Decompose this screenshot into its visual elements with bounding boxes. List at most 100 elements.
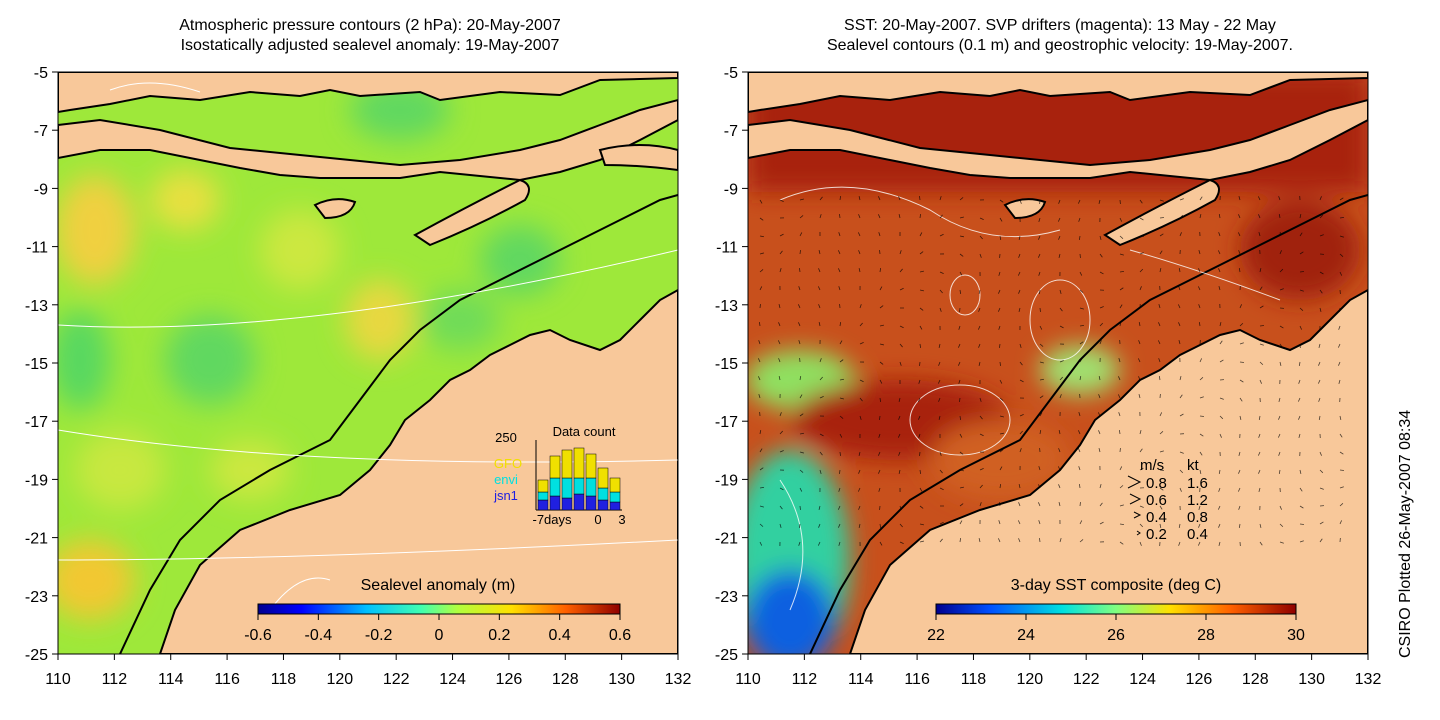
data-count-bar: [585, 495, 597, 511]
x-tick-label: 122: [383, 671, 410, 688]
data-count-bar: [609, 491, 621, 503]
data-count-x-start: -7days: [532, 512, 572, 527]
right-title-line1: SST: 20-May-2007. SVP drifters (magenta)…: [844, 17, 1276, 34]
data-count-bar: [561, 449, 573, 479]
x-tick-label: 124: [1129, 671, 1156, 688]
legend-ms-1: 0.8: [1146, 475, 1167, 492]
legend-gfo: GFO: [494, 456, 522, 471]
left-y-axis: -5 -7 -9 -11 -13 -15 -17 -19 -21 -23 -25: [25, 65, 58, 664]
colorbar-tick-label: 0.4: [549, 627, 571, 644]
colorbar-tick-label: -0.4: [305, 627, 333, 644]
x-tick-label: 132: [665, 671, 692, 688]
data-count-bar: [573, 447, 585, 479]
colorbar-tick-label: 26: [1107, 627, 1125, 644]
australia-land: [158, 288, 678, 654]
sst-map: -5 -7 -9 -11 -13 -15 -17 -19 -21 -23 -25 110 112 114…: [715, 65, 1382, 688]
data-count-bar: [537, 491, 549, 501]
y-tick-label: -15: [715, 356, 738, 373]
x-tick-label: 110: [45, 671, 71, 688]
left-title-line2: Isostatically adjusted sealevel anomaly:…: [180, 37, 560, 54]
sla-colorbar-ticks: -0.6 -0.4 -0.2 0 0.2 0.4 0.6: [244, 614, 631, 644]
y-tick-label: -17: [25, 414, 48, 431]
colorbar-tick-label: 22: [927, 627, 945, 644]
data-count-bar: [573, 493, 585, 511]
x-tick-label: 114: [158, 671, 184, 688]
legend-kt-3: 0.8: [1187, 509, 1208, 526]
credit-label: CSIRO Plotted 26-May-2007 08:34: [1397, 410, 1414, 658]
credit-text: CSIRO Plotted 26-May-2007 08:34: [1397, 410, 1414, 658]
data-count-bar: [609, 501, 621, 511]
x-tick-label: 128: [1242, 671, 1269, 688]
y-tick-label: -9: [724, 181, 738, 198]
x-tick-label: 110: [735, 671, 761, 688]
indonesia-islands: [58, 72, 678, 114]
velocity-legend: m/s kt 0.8 1.6 0.6 1.2 0.4 0.8 0.2 0.4: [1127, 457, 1208, 543]
data-count-bar: [609, 477, 621, 493]
y-tick-label: -13: [715, 298, 738, 315]
data-count-x-zero: 0: [594, 512, 601, 527]
sst-colorbar: [935, 603, 1297, 615]
sealevel-anomaly-map: -5 -7 -9 -11 -13 -15 -17 -19 -21 -23 -25 110 112 114…: [25, 65, 692, 688]
legend-ms-3: 0.4: [1146, 509, 1167, 526]
legend-kt-1: 1.6: [1187, 475, 1208, 492]
sla-field: [58, 72, 678, 654]
data-count-bar: [585, 477, 597, 497]
x-tick-label: 120: [1016, 671, 1043, 688]
sst-field: [748, 72, 1368, 654]
x-tick-label: 118: [271, 671, 297, 688]
y-tick-label: -21: [715, 531, 738, 548]
data-count-bar: [561, 497, 573, 511]
y-tick-label: -23: [25, 589, 48, 606]
data-count-bar: [561, 477, 573, 499]
right-title-line2: Sealevel contours (0.1 m) and geostrophi…: [826, 37, 1293, 54]
legend-envi: envi: [494, 472, 518, 487]
y-tick-label: -17: [715, 414, 738, 431]
data-count-bar: [537, 479, 549, 493]
y-tick-label: -11: [716, 240, 738, 257]
data-count-bar: [597, 499, 609, 511]
y-tick-label: -13: [25, 298, 48, 315]
data-count-max: 250: [495, 430, 517, 445]
data-count-x-end: 3: [618, 512, 625, 527]
colorbar-tick-label: -0.2: [365, 627, 393, 644]
x-tick-label: 118: [961, 671, 987, 688]
y-tick-label: -7: [724, 123, 738, 140]
x-tick-label: 116: [904, 671, 930, 688]
colorbar-tick-label: 0.6: [609, 627, 631, 644]
y-tick-label: -9: [34, 181, 48, 198]
colorbar-tick-label: 0.2: [488, 627, 510, 644]
right-y-axis: -5 -7 -9 -11 -13 -15 -17 -19 -21 -23 -25: [715, 65, 748, 664]
legend-kt-4: 0.4: [1187, 526, 1208, 543]
y-tick-label: -23: [715, 589, 738, 606]
x-tick-label: 126: [1186, 671, 1213, 688]
left-x-axis: 110 112 114 116 118 120 122 124 126 128 130 132: [45, 654, 691, 688]
x-tick-label: 114: [848, 671, 874, 688]
y-tick-label: -5: [724, 65, 738, 82]
left-map-title: Atmospheric pressure contours (2 hPa): 2…: [60, 16, 680, 56]
colorbar-tick-label: 24: [1017, 627, 1035, 644]
data-count-bar: [585, 453, 597, 479]
legend-ms-4: 0.2: [1146, 526, 1167, 543]
y-tick-label: -25: [715, 647, 738, 664]
legend-kt-2: 1.2: [1187, 492, 1208, 509]
x-tick-label: 122: [1073, 671, 1100, 688]
sla-colorbar: [257, 603, 621, 615]
data-count-title: Data count: [553, 424, 616, 439]
y-tick-label: -21: [25, 531, 48, 548]
y-tick-label: -7: [34, 123, 48, 140]
x-tick-label: 126: [496, 671, 523, 688]
data-count-bar: [597, 467, 609, 489]
sst-colorbar-title: 3-day SST composite (deg C): [1011, 577, 1221, 594]
data-count-bar: [549, 495, 561, 511]
y-tick-label: -19: [25, 472, 48, 489]
legend-kt-header: kt: [1187, 457, 1200, 474]
data-count-bar: [537, 499, 549, 511]
x-tick-label: 124: [439, 671, 466, 688]
colorbar-tick-label: 30: [1287, 627, 1305, 644]
y-tick-label: -19: [715, 472, 738, 489]
x-tick-label: 112: [792, 671, 818, 688]
data-count-bar: [597, 487, 609, 501]
data-count-inset: Data count 250 GFO envi jsn1 -7days 0 3: [493, 424, 626, 527]
x-tick-label: 132: [1355, 671, 1382, 688]
left-title-line1: Atmospheric pressure contours (2 hPa): 2…: [179, 17, 561, 34]
